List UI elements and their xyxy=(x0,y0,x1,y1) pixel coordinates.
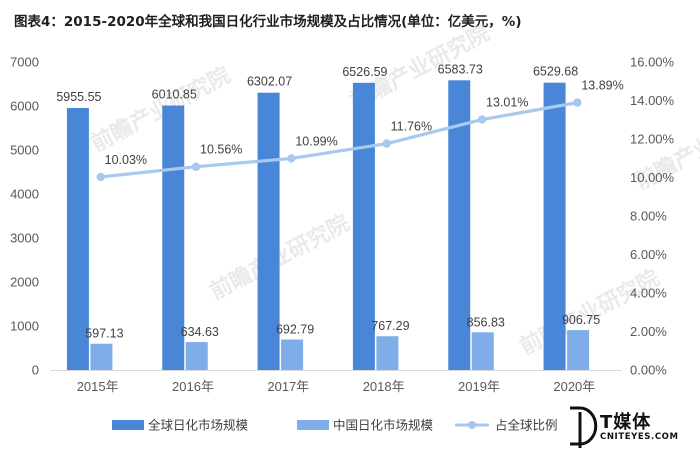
china-market-bar xyxy=(376,336,399,370)
chart-title: 图表4：2015-2020年全球和我国日化行业市场规模及占比情况(单位：亿美元，… xyxy=(14,14,522,30)
china-market-bar xyxy=(90,343,113,370)
china-market-bar xyxy=(281,339,304,370)
ratio-data-label: 10.03% xyxy=(105,153,147,167)
x-axis-tick-label: 2020年 xyxy=(553,379,595,394)
left-axis-tick-label: 2000 xyxy=(10,275,39,290)
ratio-data-label: 10.99% xyxy=(295,134,337,148)
legend-line-marker xyxy=(468,421,476,429)
china-market-bar xyxy=(471,332,494,370)
global-market-data-label: 6529.68 xyxy=(533,65,578,79)
right-axis-tick-label: 6.00% xyxy=(630,247,667,262)
right-axis-tick-label: 4.00% xyxy=(630,286,667,301)
ratio-line-point xyxy=(96,172,105,182)
ratio-line-point xyxy=(191,162,201,171)
global-market-data-label: 6583.73 xyxy=(438,62,483,76)
global-market-data-label: 6302.07 xyxy=(247,75,292,89)
china-market-data-label: 906.75 xyxy=(562,313,600,327)
left-y-axis: 0 1000 2000 3000 4000 5000 6000 7000 xyxy=(10,55,39,378)
global-market-data-label: 6526.59 xyxy=(342,65,387,79)
ratio-line-point xyxy=(287,154,296,163)
china-market-data-label: 692.79 xyxy=(276,323,314,337)
global-market-bar xyxy=(448,80,471,370)
left-axis-tick-label: 0 xyxy=(32,363,39,378)
right-axis-tick-label: 16.00% xyxy=(630,55,675,70)
ratio-data-label: 10.56% xyxy=(200,143,242,157)
brand-domain: CNITEYES.COM xyxy=(600,432,679,442)
x-axis-tick-label: 2015年 xyxy=(77,379,119,394)
global-market-data-label: 6010.85 xyxy=(152,88,197,102)
right-axis-tick-label: 10.00% xyxy=(630,170,675,185)
china-market-data-label: 597.13 xyxy=(85,327,123,341)
x-axis-tick-label: 2016年 xyxy=(172,379,214,394)
legend: 全球日化市场规模 中国日化市场规模 占全球比例 xyxy=(112,418,558,433)
left-axis-tick-label: 6000 xyxy=(10,99,39,114)
china-market-data-label: 634.63 xyxy=(181,325,219,339)
right-y-axis: 0.00% 2.00% 4.00% 6.00% 8.00% 10.00% 12.00% 14.… xyxy=(630,55,675,378)
ratio-line-layer xyxy=(96,98,582,182)
legend-label: 占全球比例 xyxy=(495,418,558,433)
legend-swatch xyxy=(297,420,329,430)
china-market-data-label: 767.29 xyxy=(371,319,409,333)
legend-label: 全球日化市场规模 xyxy=(148,418,249,433)
legend-label: 中国日化市场规模 xyxy=(333,418,434,433)
china-market-bar xyxy=(567,330,590,370)
global-market-bar xyxy=(543,82,566,370)
right-axis-tick-label: 12.00% xyxy=(630,132,675,147)
left-axis-tick-label: 7000 xyxy=(10,55,39,70)
global-market-bar xyxy=(162,105,185,371)
right-axis-tick-label: 0.00% xyxy=(630,363,667,378)
ratio-line-point xyxy=(382,139,391,148)
ratio-line xyxy=(100,101,578,179)
global-market-bar xyxy=(352,82,375,370)
brand-logo xyxy=(560,402,696,450)
data-labels: 5955.55 597.13 6010.85 634.63 6302.07 692.79 6… xyxy=(56,62,623,340)
left-axis-tick-label: 3000 xyxy=(10,231,39,246)
brand-logo-icon xyxy=(570,406,598,448)
ratio-data-label: 13.89% xyxy=(581,79,623,93)
ratio-data-label: 13.01% xyxy=(486,96,528,110)
china-market-data-label: 856.83 xyxy=(467,315,505,329)
legend-swatch xyxy=(112,420,144,430)
watermark-text: 前瞻产业研究院 xyxy=(206,210,354,305)
brand-name: T媒体 xyxy=(600,412,652,433)
x-axis-tick-label: 2017年 xyxy=(267,379,309,394)
right-axis-tick-label: 14.00% xyxy=(630,93,675,108)
x-axis-tick-label: 2019年 xyxy=(458,379,500,394)
china-market-bar xyxy=(185,342,208,370)
left-axis-tick-label: 1000 xyxy=(10,319,39,334)
right-axis-tick-label: 2.00% xyxy=(630,324,667,339)
x-axis: 2015年 2016年 2017年 2018年 2019年 2020年 xyxy=(50,370,622,394)
ratio-line-point xyxy=(573,98,582,107)
right-axis-tick-label: 8.00% xyxy=(630,209,667,224)
global-market-data-label: 5955.55 xyxy=(56,90,101,104)
ratio-line-point xyxy=(477,115,487,124)
x-axis-tick-label: 2018年 xyxy=(363,379,405,394)
ratio-data-label: 11.76% xyxy=(391,120,432,134)
left-axis-tick-label: 4000 xyxy=(10,187,39,202)
global-market-bar xyxy=(66,107,89,370)
left-axis-tick-label: 5000 xyxy=(10,143,39,158)
